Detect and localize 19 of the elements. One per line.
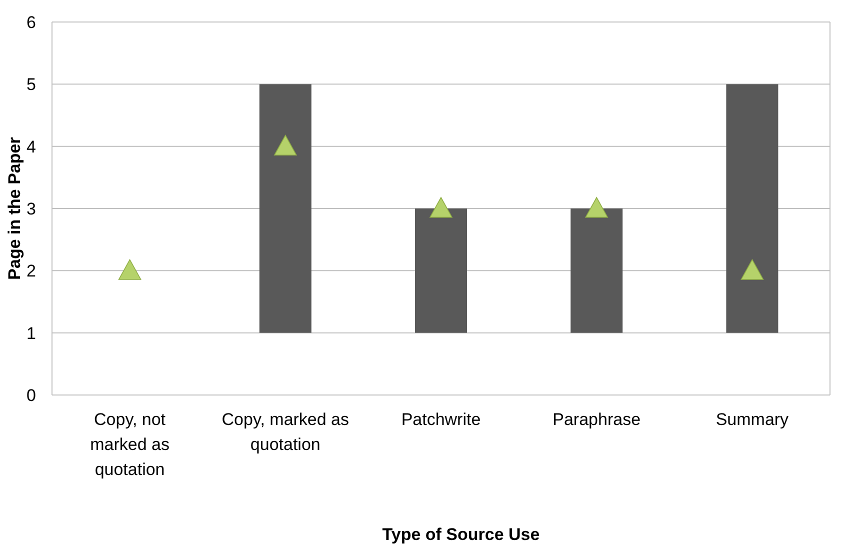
y-tick-label: 4 <box>26 137 36 156</box>
point <box>430 197 452 218</box>
point <box>740 259 764 280</box>
point <box>118 259 142 280</box>
y-tick-label: 6 <box>26 12 36 32</box>
y-tick-label: 5 <box>26 75 36 94</box>
x-tick-label: Summary <box>716 410 790 429</box>
point <box>585 197 608 218</box>
x-tick-label: Copy, not marked as quotation <box>90 410 170 479</box>
x-tick-label: Paraphrase <box>552 410 641 429</box>
y-tick-label: 3 <box>26 199 36 218</box>
y-axis-title: Page in the Paper <box>5 136 24 280</box>
point <box>274 134 297 156</box>
y-tick-label: 1 <box>26 324 36 343</box>
y-tick-label: 2 <box>26 262 36 281</box>
x-axis-title: Type of Source Use <box>382 525 540 544</box>
y-tick-label: 0 <box>26 386 36 405</box>
x-tick-label: Copy, marked as quotation <box>222 410 350 454</box>
x-tick-label: Patchwrite <box>401 410 481 429</box>
